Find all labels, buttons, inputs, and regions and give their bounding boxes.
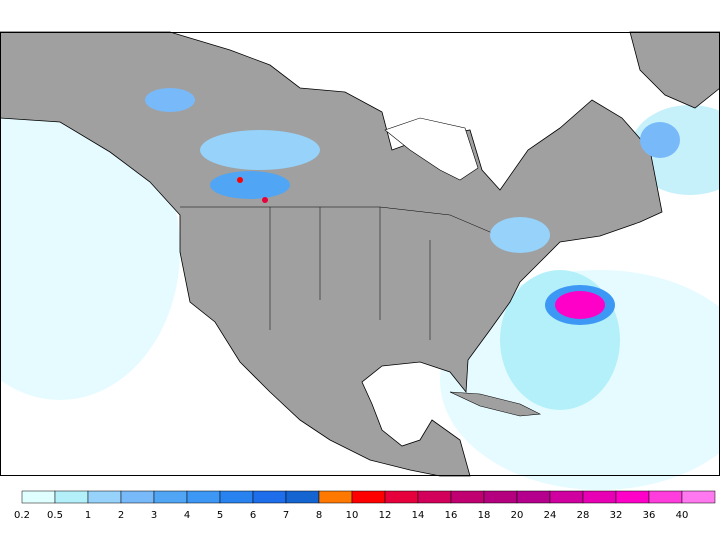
legend-label: 4 xyxy=(184,510,190,521)
legend-label: 16 xyxy=(445,510,458,521)
hudson-bay xyxy=(384,117,479,181)
legend-swatch xyxy=(648,490,683,504)
legend-label: 0.2 xyxy=(14,510,30,521)
legend-swatch xyxy=(615,490,650,504)
cuba xyxy=(449,391,542,417)
legend-swatch xyxy=(186,490,221,504)
legend-swatch xyxy=(54,490,89,504)
legend-swatch xyxy=(417,490,452,504)
legend-label: 28 xyxy=(577,510,590,521)
map xyxy=(0,31,720,490)
legend-swatch xyxy=(384,490,419,504)
legend-swatch xyxy=(285,490,320,504)
legend-label: 32 xyxy=(610,510,623,521)
legend-label: 14 xyxy=(412,510,425,521)
precip-heavy xyxy=(262,197,268,203)
legend-label: 1 xyxy=(85,510,91,521)
precip xyxy=(640,122,680,158)
legend: 0.2 0.5 1 2 3 4 5 6 7 8 10 12 14 16 18 20 24 28 32 36 40 xyxy=(14,490,716,521)
legend-swatch xyxy=(219,490,254,504)
legend-label: 36 xyxy=(643,510,656,521)
legend-label: 0.5 xyxy=(47,510,63,521)
legend-swatch xyxy=(318,490,353,504)
legend-label: 5 xyxy=(217,510,223,521)
legend-label: 20 xyxy=(511,510,524,521)
legend-swatch xyxy=(120,490,155,504)
greenland xyxy=(629,31,720,109)
precip xyxy=(490,217,550,253)
legend-swatch xyxy=(21,490,56,504)
precip-light xyxy=(0,100,180,400)
storm-core xyxy=(555,291,605,319)
legend-swatch xyxy=(516,490,551,504)
legend-label: 10 xyxy=(346,510,359,521)
legend-swatch xyxy=(582,490,617,504)
legend-label: 3 xyxy=(151,510,157,521)
precip xyxy=(200,130,320,170)
legend-label: 8 xyxy=(316,510,322,521)
legend-swatch xyxy=(153,490,188,504)
legend-label: 12 xyxy=(379,510,392,521)
legend-swatch xyxy=(252,490,287,504)
legend-swatch xyxy=(483,490,518,504)
legend-label: 40 xyxy=(676,510,689,521)
legend-swatch xyxy=(351,490,386,504)
borders xyxy=(180,206,521,340)
legend-label: 24 xyxy=(544,510,557,521)
legend-swatch xyxy=(681,490,716,504)
legend-swatch xyxy=(87,490,122,504)
precip xyxy=(210,171,290,199)
legend-label: 2 xyxy=(118,510,124,521)
legend-label: 6 xyxy=(250,510,256,521)
precip-heavy xyxy=(237,177,243,183)
legend-swatch xyxy=(450,490,485,504)
legend-label: 7 xyxy=(283,510,289,521)
precip xyxy=(145,88,195,112)
legend-swatch xyxy=(549,490,584,504)
legend-label: 18 xyxy=(478,510,491,521)
